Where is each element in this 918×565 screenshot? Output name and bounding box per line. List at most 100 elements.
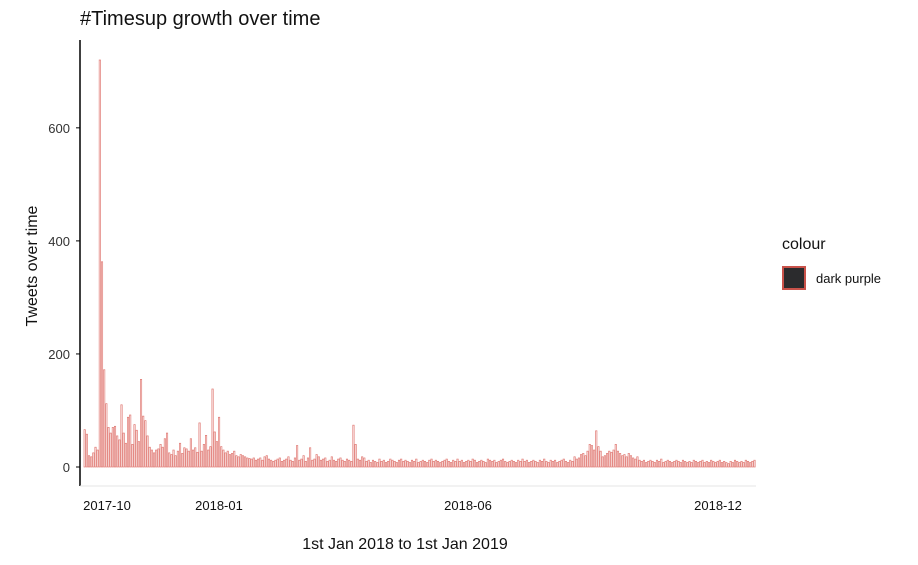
bar bbox=[738, 462, 741, 468]
bar bbox=[122, 432, 125, 468]
bar bbox=[285, 458, 288, 468]
bar bbox=[192, 449, 195, 468]
bar bbox=[441, 461, 444, 468]
bar bbox=[649, 459, 652, 468]
bar bbox=[356, 458, 359, 468]
bar bbox=[736, 461, 739, 468]
bar bbox=[267, 458, 270, 468]
bar bbox=[664, 461, 667, 468]
bar bbox=[436, 461, 440, 468]
bar bbox=[517, 459, 520, 468]
bar bbox=[701, 459, 704, 468]
bar bbox=[343, 461, 346, 468]
bar bbox=[259, 457, 262, 468]
bar bbox=[183, 447, 186, 468]
bar bbox=[98, 59, 101, 468]
bar bbox=[638, 459, 641, 468]
bar bbox=[384, 462, 388, 468]
bar bbox=[471, 458, 474, 468]
bar bbox=[530, 461, 533, 468]
bar bbox=[378, 458, 381, 468]
y-axis-label: Tweets over time bbox=[24, 205, 41, 327]
bar bbox=[235, 455, 238, 468]
bar bbox=[749, 462, 752, 468]
bar bbox=[543, 458, 546, 468]
chart-title: #Timesup growth over time bbox=[80, 8, 321, 30]
bar bbox=[246, 457, 249, 468]
bar bbox=[573, 456, 576, 468]
x-tick-label: 2018-12 bbox=[694, 498, 742, 513]
bar bbox=[601, 456, 604, 468]
bar bbox=[148, 446, 151, 468]
bar bbox=[508, 461, 511, 468]
bar bbox=[358, 459, 361, 468]
bar bbox=[150, 449, 153, 468]
bar bbox=[577, 457, 580, 468]
bar bbox=[421, 459, 424, 468]
bar bbox=[172, 449, 175, 468]
bar bbox=[304, 461, 307, 468]
bar bbox=[155, 449, 158, 468]
bar bbox=[395, 462, 398, 468]
bar bbox=[593, 449, 596, 468]
bar bbox=[302, 455, 305, 468]
bar bbox=[714, 462, 717, 468]
bar bbox=[257, 458, 260, 468]
bar bbox=[207, 449, 210, 468]
x-tick-label: 2018-06 bbox=[444, 498, 492, 513]
bar bbox=[621, 455, 624, 468]
bar bbox=[367, 459, 370, 468]
bar bbox=[460, 459, 463, 468]
bar bbox=[456, 458, 459, 468]
bar bbox=[532, 459, 535, 468]
x-ticks-group: 2017-10 2018-01 2018-06 2018-12 bbox=[83, 498, 742, 513]
bar bbox=[244, 456, 247, 468]
bar bbox=[679, 462, 682, 468]
y-tick-label: 200 bbox=[48, 347, 70, 362]
bar bbox=[382, 459, 385, 468]
bar bbox=[658, 461, 661, 468]
bar bbox=[129, 414, 132, 468]
bar bbox=[380, 461, 383, 468]
bar bbox=[263, 456, 266, 468]
bar bbox=[506, 462, 509, 468]
bar bbox=[720, 462, 724, 468]
bar bbox=[746, 461, 750, 468]
bar bbox=[458, 461, 461, 468]
bar bbox=[313, 458, 316, 468]
bar bbox=[133, 424, 136, 468]
bar bbox=[168, 452, 171, 468]
bar bbox=[707, 462, 710, 468]
bar bbox=[120, 404, 123, 468]
bar bbox=[744, 459, 747, 468]
bar bbox=[677, 461, 680, 468]
bar bbox=[647, 461, 650, 468]
bar bbox=[727, 463, 730, 468]
bar bbox=[703, 462, 706, 468]
bar bbox=[586, 450, 589, 468]
bar bbox=[397, 459, 401, 468]
bar bbox=[116, 435, 119, 468]
bar bbox=[447, 461, 450, 468]
bar bbox=[673, 461, 676, 468]
bar bbox=[85, 433, 88, 468]
bar bbox=[608, 450, 611, 468]
bar bbox=[369, 462, 372, 468]
bar bbox=[111, 427, 114, 468]
x-tick-label: 2017-10 bbox=[83, 498, 131, 513]
bar bbox=[417, 462, 420, 468]
bar bbox=[109, 432, 112, 468]
bar bbox=[551, 461, 554, 468]
bar bbox=[96, 449, 99, 468]
bar bbox=[597, 446, 600, 468]
bar bbox=[296, 445, 299, 468]
bar bbox=[432, 461, 435, 468]
bar bbox=[549, 459, 552, 468]
bar bbox=[376, 462, 379, 468]
bar bbox=[569, 459, 572, 468]
bar bbox=[300, 458, 303, 468]
bar bbox=[482, 461, 485, 468]
bar bbox=[335, 461, 338, 468]
bar bbox=[289, 459, 292, 468]
bar bbox=[222, 449, 225, 468]
